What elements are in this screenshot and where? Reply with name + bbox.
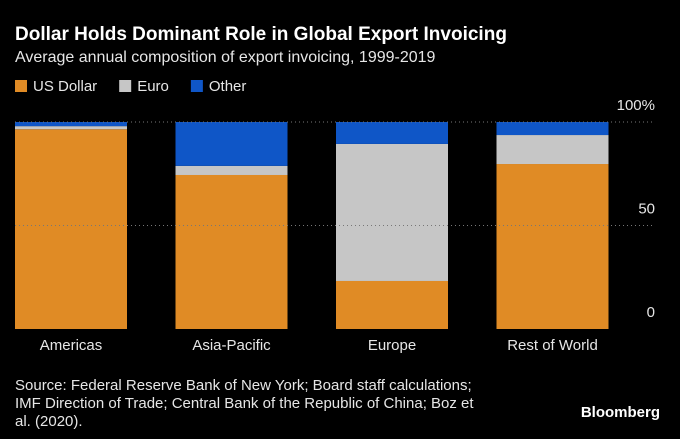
bar-segment bbox=[496, 135, 609, 165]
legend-swatch bbox=[190, 80, 203, 92]
bar-segment bbox=[175, 165, 288, 175]
y-tick-label: 0 bbox=[647, 304, 655, 321]
y-tick-label: 100% bbox=[617, 97, 655, 114]
bar-segment bbox=[175, 122, 288, 166]
bar-segment bbox=[336, 280, 448, 329]
x-tick-label: Americas bbox=[40, 337, 103, 354]
x-tick-label: Europe bbox=[368, 337, 416, 354]
chart-subtitle: Average annual composition of export inv… bbox=[15, 49, 436, 66]
bar-segment bbox=[336, 143, 448, 281]
legend-label: Euro bbox=[137, 78, 169, 95]
bar-segment bbox=[496, 164, 609, 329]
legend-label: Other bbox=[209, 78, 247, 95]
source-line: al. (2020). bbox=[15, 413, 83, 430]
chart-title: Dollar Holds Dominant Role in Global Exp… bbox=[15, 24, 507, 45]
bar-segment bbox=[175, 174, 288, 329]
y-tick-label: 50 bbox=[638, 200, 655, 217]
bar-segment bbox=[15, 126, 127, 130]
bar-segment bbox=[15, 122, 127, 127]
legend-swatch bbox=[15, 80, 27, 92]
legend-label: US Dollar bbox=[33, 78, 97, 95]
x-tick-label: Rest of World bbox=[507, 337, 598, 354]
bar-segment bbox=[15, 129, 127, 329]
legend-swatch bbox=[119, 80, 132, 92]
x-tick-label: Asia-Pacific bbox=[192, 337, 271, 354]
brand: Bloomberg bbox=[581, 404, 660, 421]
bar-segment bbox=[496, 122, 609, 136]
source-line: Source: Federal Reserve Bank of New York… bbox=[15, 377, 472, 394]
source-line: IMF Direction of Trade; Central Bank of … bbox=[15, 395, 474, 412]
bar-segment bbox=[336, 122, 448, 144]
